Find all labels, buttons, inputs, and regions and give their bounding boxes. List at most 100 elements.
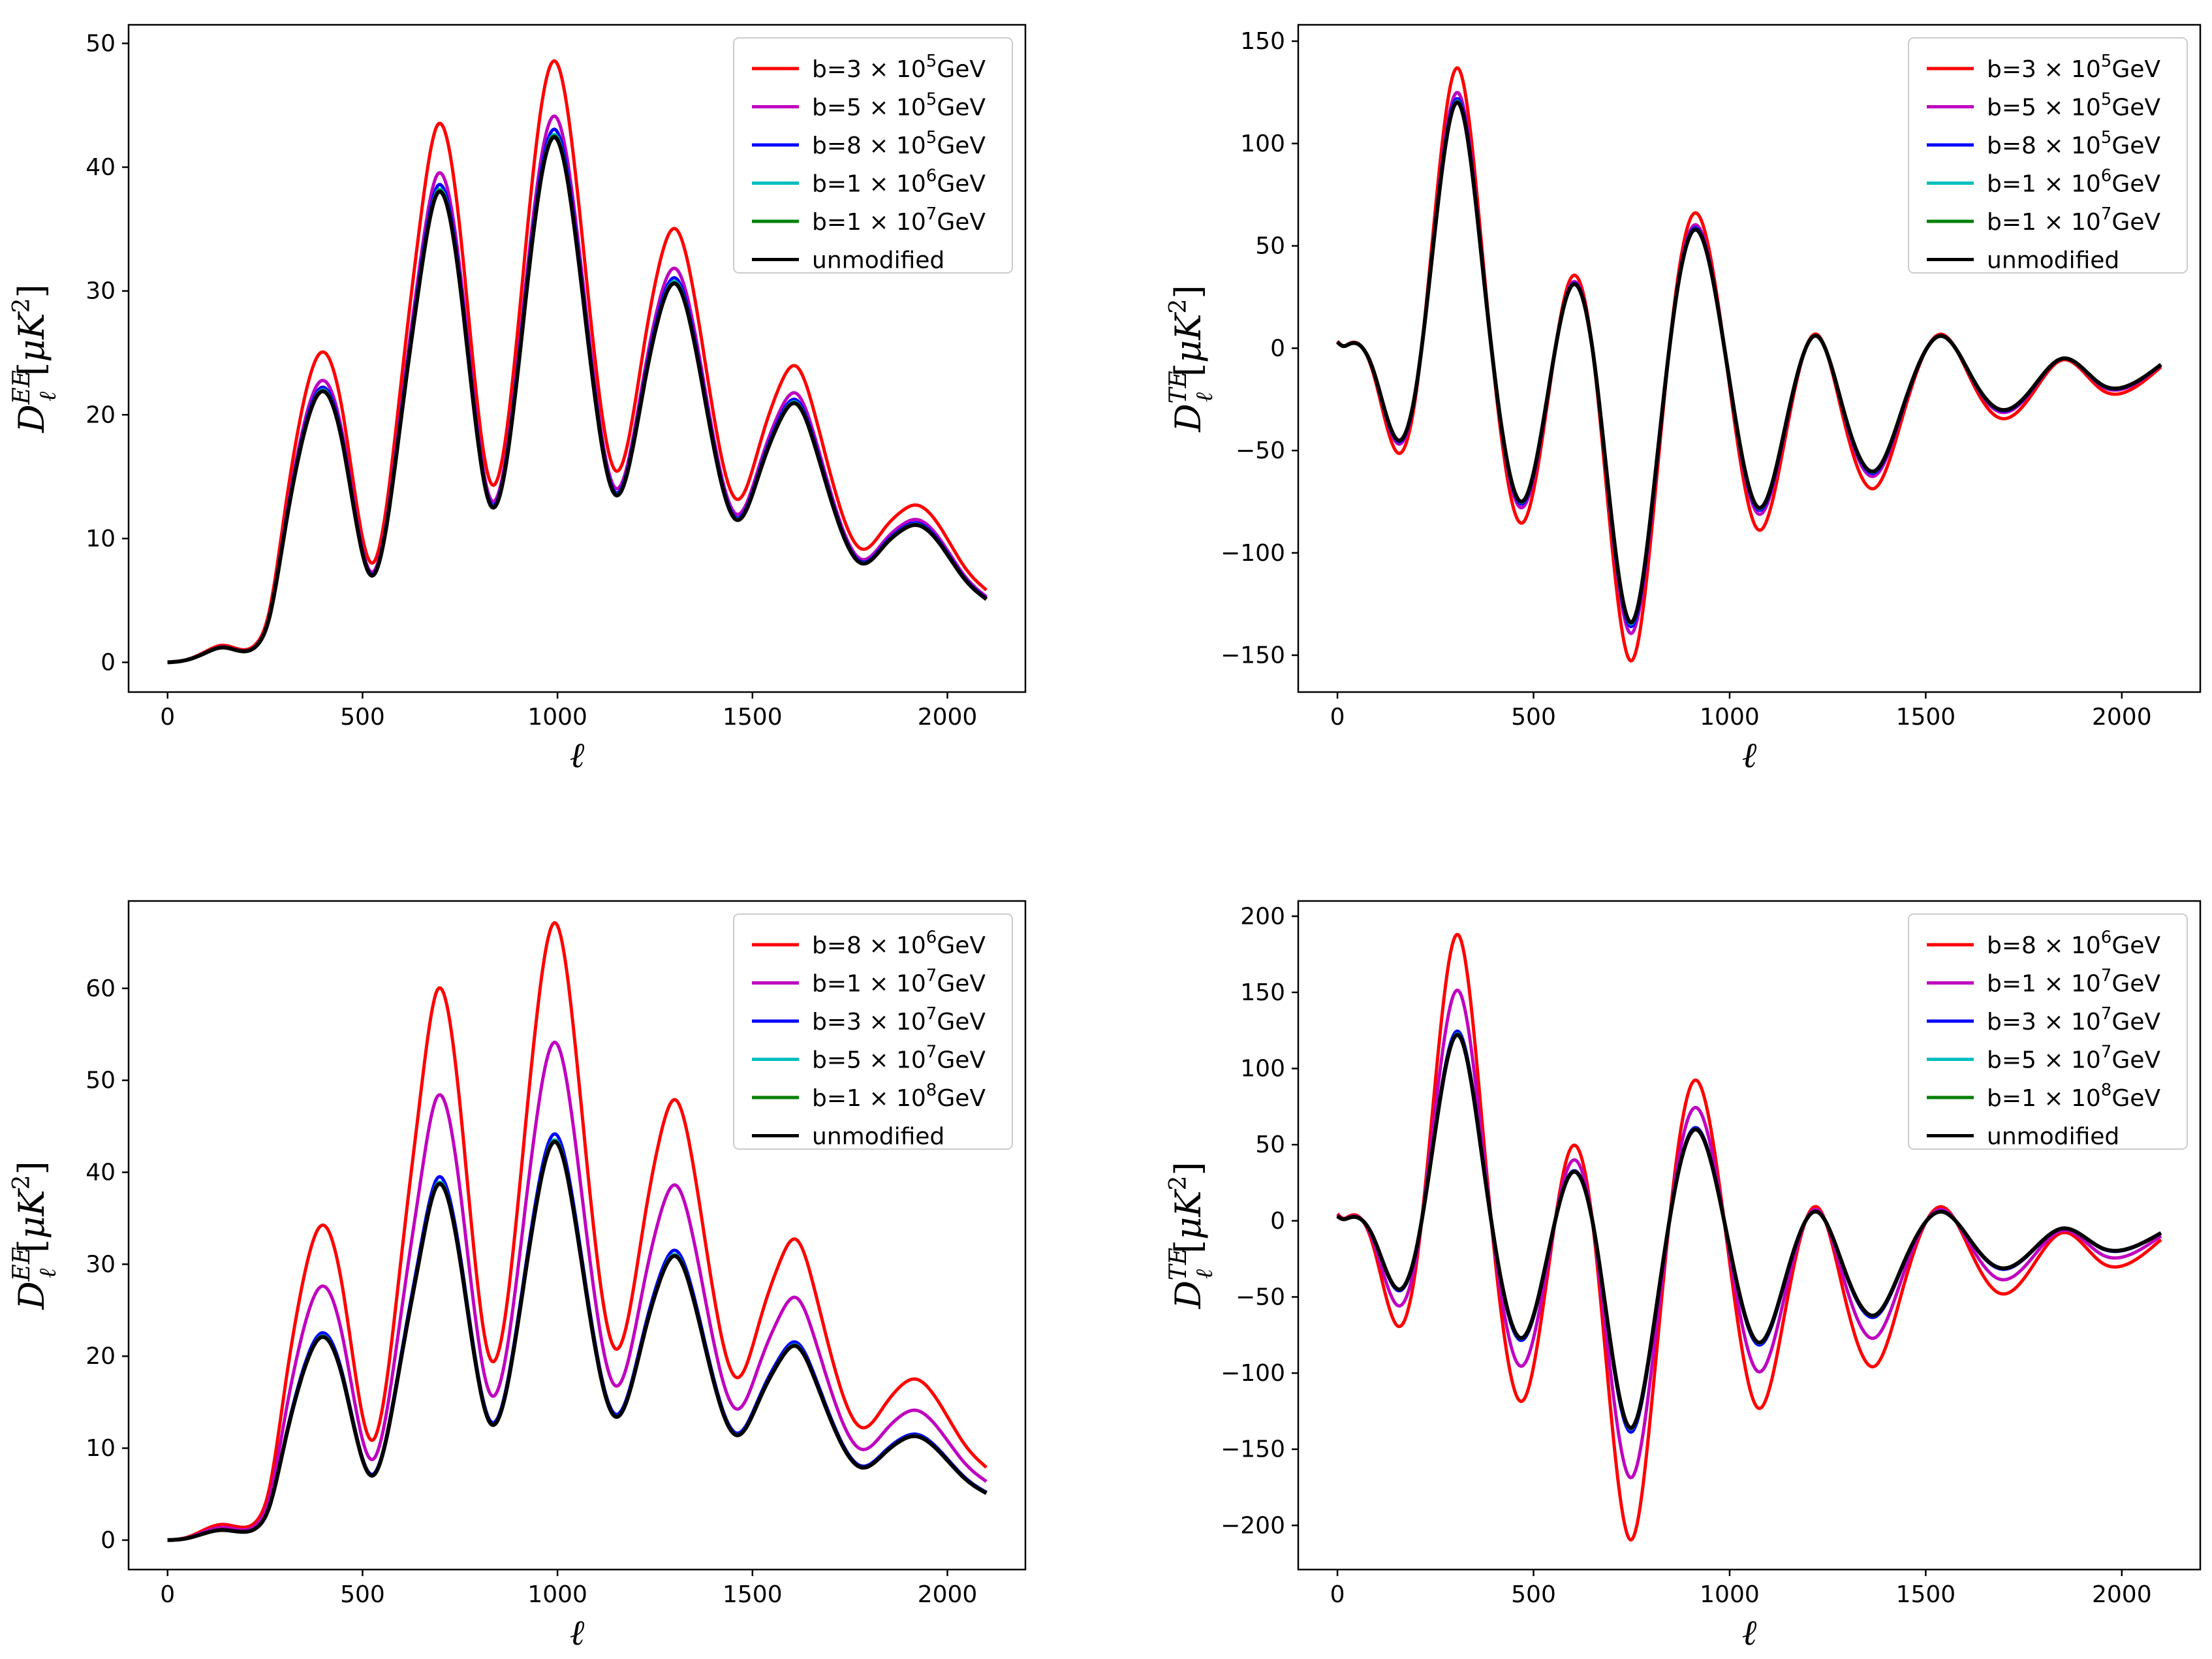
y-tick-label: 60 bbox=[86, 975, 116, 1002]
axes-frame bbox=[1297, 24, 2202, 693]
x-tick-label: 2000 bbox=[918, 704, 978, 731]
series-line-1 bbox=[1336, 988, 2162, 1479]
x-tick-label: 0 bbox=[160, 1581, 175, 1608]
series-line-0 bbox=[167, 59, 988, 664]
legend-entry-label: b=5 × 105GeV bbox=[812, 90, 986, 121]
y-axis-label: DTEℓ[μK2] bbox=[1165, 285, 1218, 432]
y-tick-label: 10 bbox=[86, 526, 116, 552]
y-tick-label: 40 bbox=[86, 154, 116, 181]
legend: b=3 × 105GeV b=5 × 105GeV b=8 × 105GeV b=1 … bbox=[1908, 37, 2188, 274]
y-tick-label: −100 bbox=[1221, 540, 1285, 567]
legend-entry-label: b=3 × 107GeV bbox=[1987, 1004, 2160, 1035]
legend-entry-label: b=1 × 107GeV bbox=[1987, 204, 2160, 236]
legend-entry-label: unmodified bbox=[1987, 247, 2119, 274]
legend-entry-label: b=3 × 105GeV bbox=[812, 52, 986, 83]
x-tick-label: 1500 bbox=[723, 1581, 783, 1608]
legend-entry-label: b=3 × 105GeV bbox=[1987, 52, 2160, 83]
x-tick-label: 0 bbox=[1330, 1581, 1345, 1608]
x-tick-label: 0 bbox=[160, 704, 175, 731]
legend-entry-label: b=1 × 106GeV bbox=[812, 166, 986, 198]
legend-entry-label: unmodified bbox=[1987, 1124, 2119, 1150]
y-tick-label: −50 bbox=[1236, 1284, 1285, 1310]
legend-entry-label: b=1 × 107GeV bbox=[1987, 966, 2160, 998]
legend-entry-label: b=1 × 106GeV bbox=[1987, 166, 2160, 198]
chart-panel-top-left: 0 500 1000 1500 2000 0 10 20 30 40 50 ℓ DEEℓ[μK2] b=3… bbox=[8, 24, 1027, 776]
y-tick-label: 50 bbox=[86, 1067, 116, 1094]
x-axis-label: ℓ bbox=[570, 735, 585, 776]
y-axis-label: DEEℓ[μK2] bbox=[8, 284, 61, 433]
x-tick-label: 1000 bbox=[1700, 1581, 1760, 1608]
series-line-1 bbox=[167, 1040, 988, 1542]
x-tick-label: 2000 bbox=[2092, 704, 2152, 731]
y-tick-label: −150 bbox=[1221, 1436, 1285, 1463]
axes-frame bbox=[127, 24, 1027, 693]
legend-entry-label: b=5 × 107GeV bbox=[812, 1043, 986, 1074]
x-axis-label: ℓ bbox=[1742, 735, 1757, 776]
y-tick-label: 150 bbox=[1240, 28, 1285, 55]
y-tick-label: −150 bbox=[1221, 642, 1285, 669]
y-tick-label: 50 bbox=[1255, 233, 1285, 260]
curves bbox=[1336, 932, 2162, 1542]
series-line-5 bbox=[1336, 1033, 2162, 1430]
legend-entry-label: b=5 × 105GeV bbox=[1987, 90, 2160, 121]
legend-entry-label: b=8 × 105GeV bbox=[812, 128, 986, 159]
axes-frame bbox=[127, 900, 1027, 1571]
curves bbox=[1336, 66, 2162, 663]
y-tick-label: 100 bbox=[1240, 1056, 1285, 1082]
svg-text:DTEℓ[μK2]: DTEℓ[μK2] bbox=[1165, 285, 1218, 432]
chart-panel-bottom-left: 0 500 1000 1500 2000 0 10 20 30 40 50 60 ℓ DEEℓ[μK2] b… bbox=[8, 900, 1027, 1653]
y-tick-label: 0 bbox=[1270, 1208, 1285, 1235]
legend-box bbox=[733, 37, 1013, 274]
legend-entry-label: b=1 × 108GeV bbox=[1987, 1081, 2160, 1112]
legend-entry-label: b=1 × 108GeV bbox=[812, 1081, 986, 1112]
legend-entry-label: b=8 × 106GeV bbox=[812, 928, 986, 959]
x-tick-label: 1500 bbox=[1896, 704, 1956, 731]
y-tick-label: 20 bbox=[86, 1343, 116, 1370]
y-tick-label: −200 bbox=[1221, 1512, 1285, 1539]
legend-box bbox=[733, 913, 1013, 1150]
series-line-5 bbox=[167, 134, 988, 665]
y-tick-label: 100 bbox=[1240, 131, 1285, 157]
y-tick-label: 150 bbox=[1240, 979, 1285, 1006]
chart-panel-top-right: 0 500 1000 1500 2000 −150 −100 −50 0 50 100 150 ℓ DTE… bbox=[1165, 24, 2202, 776]
y-tick-label: 0 bbox=[1270, 335, 1285, 362]
y-tick-label: 50 bbox=[1255, 1131, 1285, 1158]
legend-entry-label: unmodified bbox=[812, 1124, 944, 1150]
series-line-4 bbox=[167, 1139, 988, 1542]
x-tick-label: 500 bbox=[1511, 1581, 1556, 1608]
legend: b=3 × 105GeV b=5 × 105GeV b=8 × 105GeV b=1 … bbox=[733, 37, 1013, 274]
legend-entry-label: b=3 × 107GeV bbox=[812, 1004, 986, 1035]
legend-entry-label: unmodified bbox=[812, 247, 944, 274]
series-line-0 bbox=[1336, 932, 2162, 1542]
series-line-5 bbox=[1336, 100, 2162, 625]
x-axis-label: ℓ bbox=[570, 1612, 585, 1653]
series-line-0 bbox=[1336, 66, 2162, 663]
y-axis-label: DEEℓ[μK2] bbox=[8, 1161, 61, 1310]
y-tick-label: 200 bbox=[1240, 903, 1285, 930]
y-tick-label: 0 bbox=[101, 649, 116, 676]
legend-box bbox=[1908, 913, 2188, 1150]
y-tick-label: 0 bbox=[101, 1527, 116, 1554]
x-tick-label: 1500 bbox=[1896, 1581, 1956, 1608]
x-tick-label: 500 bbox=[340, 704, 385, 731]
x-tick-label: 2000 bbox=[2092, 1581, 2152, 1608]
legend-entry-label: b=8 × 106GeV bbox=[1987, 928, 2160, 959]
legend-box bbox=[1908, 37, 2188, 274]
curves bbox=[167, 921, 988, 1542]
y-tick-label: 30 bbox=[86, 278, 116, 305]
y-tick-label: −100 bbox=[1221, 1360, 1285, 1387]
x-tick-label: 1000 bbox=[527, 1581, 587, 1608]
y-tick-label: 50 bbox=[86, 30, 116, 57]
x-tick-label: 1000 bbox=[1700, 704, 1760, 731]
x-tick-label: 0 bbox=[1330, 704, 1345, 731]
axes-frame bbox=[1297, 900, 2202, 1571]
series-line-0 bbox=[167, 921, 988, 1542]
curves bbox=[167, 59, 988, 665]
x-axis-label: ℓ bbox=[1742, 1612, 1757, 1653]
chart-panel-bottom-right: 0 500 1000 1500 2000 −200 −150 −100 −50 0 50 100 150… bbox=[1165, 900, 2202, 1653]
legend-entry-label: b=8 × 105GeV bbox=[1987, 128, 2160, 159]
y-tick-label: 30 bbox=[86, 1251, 116, 1278]
x-tick-label: 1000 bbox=[527, 704, 587, 731]
legend-entry-label: b=1 × 107GeV bbox=[812, 966, 986, 998]
